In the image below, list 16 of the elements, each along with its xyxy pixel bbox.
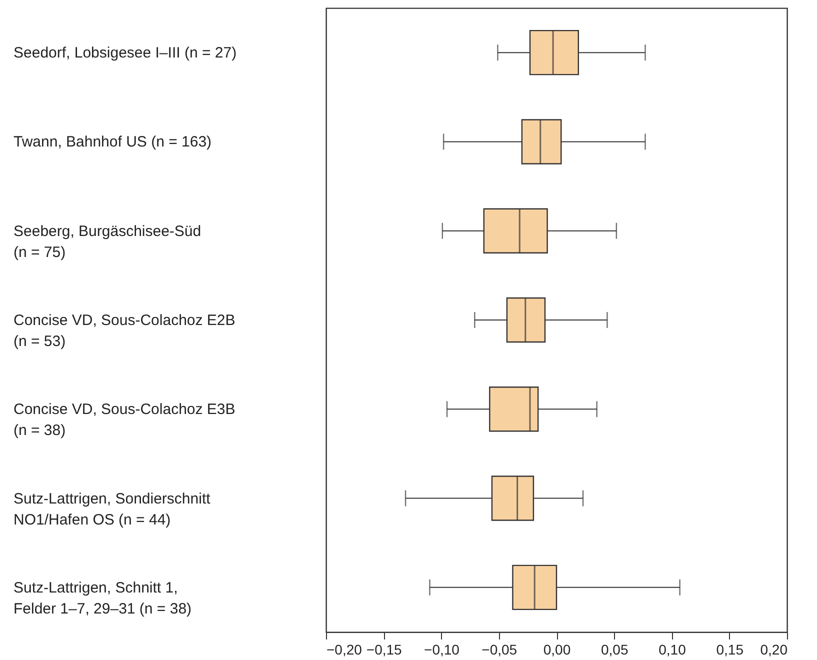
x-tick-label: 0,05	[601, 642, 628, 658]
x-tick-label: −0,15	[366, 642, 402, 658]
y-tick-label: Sutz-Lattrigen, Sondierschnitt NO1/Hafen OS (n = 44)	[14, 490, 212, 528]
x-tick-label: 0,10	[658, 642, 686, 658]
x-tick-label: −0,10	[424, 642, 460, 658]
y-tick-label: Seeberg, Burgäschisee-Süd (n = 75)	[14, 222, 202, 261]
y-tick-label: Sutz-Lattrigen, Schnitt 1, Felder 1–7, 29–31 (n = 38)	[14, 579, 192, 618]
x-tick-label: −0,05	[482, 642, 518, 658]
y-tick-label: Seedorf, Lobsigesee I–III (n = 27)	[14, 44, 237, 62]
x-tick-label: 0,20	[760, 642, 788, 658]
y-tick-label: Concise VD, Sous-Colachoz E3B (n = 38)	[14, 401, 236, 440]
x-tick-label: −0,20	[326, 642, 362, 658]
x-tick-label: 0,15	[716, 642, 744, 658]
y-tick-label: Twann, Bahnhof US (n = 163)	[14, 134, 212, 151]
x-tick-label: 0,00	[543, 642, 571, 658]
y-tick-label: Concise VD, Sous-Colachoz E2B (n = 53)	[14, 312, 236, 350]
